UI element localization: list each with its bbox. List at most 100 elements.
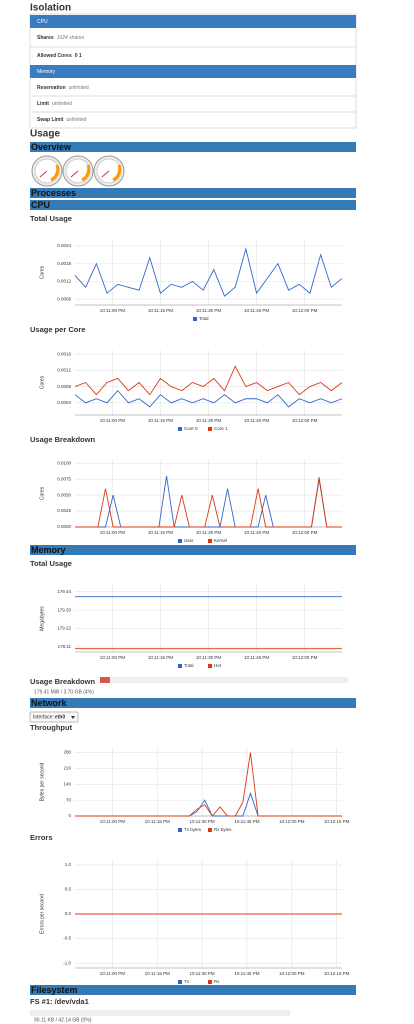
row-label: Allowed Cores bbox=[37, 53, 72, 59]
x-tick-label: 10:11:00 PM bbox=[100, 655, 125, 660]
subheading: Usage Breakdown bbox=[30, 677, 95, 686]
x-tick-label: 10:11:00 PM bbox=[100, 530, 125, 535]
y-tick-label: 0.0025 bbox=[57, 508, 71, 513]
x-tick-label: 10:11:15 PM bbox=[145, 971, 170, 976]
chart-title: Total Usage bbox=[30, 214, 72, 223]
row-label: Reservation bbox=[37, 85, 66, 91]
row-value: 0 1 bbox=[75, 53, 82, 59]
row-value: unlimited bbox=[69, 85, 89, 91]
y-tick-label: 0.0006 bbox=[57, 296, 71, 301]
legend-label: Tx bbox=[184, 979, 190, 984]
y-tick-label: 179.22 bbox=[57, 626, 71, 631]
x-tick-label: 10:11:45 PM bbox=[244, 530, 269, 535]
row: Shares 1024 shares bbox=[37, 35, 85, 41]
legend-swatch bbox=[178, 539, 182, 543]
series-line bbox=[74, 365, 343, 396]
y-tick-label: 179.11 bbox=[58, 644, 72, 649]
interface-dropdown[interactable] bbox=[29, 711, 79, 723]
row-value: unlimited bbox=[52, 101, 72, 107]
chart-title: Usage per Core bbox=[30, 325, 85, 334]
section-title: Overview bbox=[31, 142, 72, 152]
y-tick-label: 280 bbox=[63, 750, 71, 755]
legend-label: Rx bytes bbox=[214, 827, 232, 832]
y-tick-label: 0.0075 bbox=[57, 476, 71, 481]
legend-swatch bbox=[208, 539, 212, 543]
section-title: Filesystem bbox=[31, 985, 78, 995]
y-tick-label: -1.0 bbox=[63, 960, 71, 965]
y-tick-label: 70 bbox=[66, 797, 72, 802]
section-bar bbox=[30, 200, 356, 210]
y-axis-label: Megabytes bbox=[39, 606, 45, 631]
x-tick-label: 10:11:15 PM bbox=[145, 819, 170, 824]
x-tick-label: 10:11:30 PM bbox=[189, 819, 214, 824]
legend-label: Core 0 bbox=[184, 426, 198, 431]
x-tick-label: 10:11:45 PM bbox=[234, 971, 259, 976]
chart-title: Throughput bbox=[30, 723, 73, 732]
row: Allowed Cores 0 1 bbox=[37, 53, 82, 59]
row-value: unlimited bbox=[66, 117, 86, 123]
series-line bbox=[74, 247, 343, 297]
y-tick-label: 0.0018 bbox=[57, 261, 71, 266]
legend-label: Hot bbox=[214, 663, 222, 668]
x-tick-label: 10:11:15 PM bbox=[148, 530, 173, 535]
section-bar bbox=[30, 985, 356, 995]
legend-label: Tx bytes bbox=[184, 827, 202, 832]
y-tick-label: 0.0008 bbox=[57, 384, 71, 389]
chart-title: Total Usage bbox=[30, 559, 72, 568]
row: Reservation unlimited bbox=[37, 85, 89, 91]
legend-swatch bbox=[208, 664, 212, 668]
x-tick-label: 10:12:15 PM bbox=[324, 819, 350, 824]
usage-text: 90.11 KB / 42.14 GB (0%) bbox=[34, 1017, 92, 1023]
x-tick-label: 10:11:00 PM bbox=[100, 819, 125, 824]
y-tick-label: 1.0 bbox=[65, 862, 72, 867]
legend-swatch bbox=[178, 427, 182, 431]
row-label: Shares bbox=[37, 35, 54, 41]
series-line bbox=[74, 389, 343, 408]
row: Swap Limit unlimited bbox=[37, 117, 87, 123]
y-tick-label: 0.0 bbox=[65, 911, 72, 916]
x-tick-label: 10:11:30 PM bbox=[196, 530, 221, 535]
legend-swatch bbox=[208, 427, 212, 431]
section-bar bbox=[30, 142, 356, 152]
panel-header bbox=[30, 65, 356, 78]
y-tick-label: 0.0012 bbox=[57, 279, 71, 284]
x-tick-label: 10:11:00 PM bbox=[100, 308, 125, 313]
legend-label: Rx bbox=[214, 979, 220, 984]
series-line bbox=[75, 477, 342, 528]
x-tick-label: 10:12:00 PM bbox=[279, 971, 305, 976]
legend-swatch bbox=[178, 828, 182, 832]
legend-label: Total bbox=[184, 663, 194, 668]
progress-track bbox=[100, 677, 348, 683]
legend-label: Core 1 bbox=[214, 426, 228, 431]
legend-swatch bbox=[193, 317, 197, 321]
y-tick-label: 0.0024 bbox=[57, 243, 71, 248]
subheading: FS #1: /dev/vda1 bbox=[30, 997, 89, 1006]
chart-title: Usage Breakdown bbox=[30, 435, 95, 444]
y-axis-label: Errors per second bbox=[39, 894, 45, 934]
legend-swatch bbox=[178, 664, 182, 668]
y-tick-label: 0.0012 bbox=[57, 368, 71, 373]
gauge bbox=[93, 155, 125, 187]
y-tick-label: -0.5 bbox=[63, 936, 71, 941]
row-value: 1024 shares bbox=[57, 35, 85, 41]
dropdown-label: Interface: bbox=[33, 715, 54, 721]
gauge bbox=[31, 155, 63, 187]
x-tick-label: 10:11:15 PM bbox=[148, 308, 173, 313]
heading: Usage bbox=[30, 129, 60, 140]
legend-label: Total bbox=[199, 316, 209, 321]
y-tick-label: 179.44 bbox=[57, 589, 71, 594]
legend-label: Kernel bbox=[214, 538, 227, 543]
panel-header-text: Memory bbox=[37, 69, 56, 75]
chart-title: Errors bbox=[30, 833, 53, 842]
y-tick-label: 0.5 bbox=[65, 887, 72, 892]
series-line bbox=[75, 791, 342, 817]
panel-header bbox=[30, 15, 356, 28]
usage-text: 179.41 MiB / 3.70 GB (4%) bbox=[34, 689, 94, 695]
x-tick-label: 10:12:15 PM bbox=[324, 971, 350, 976]
y-axis-label: Cores bbox=[39, 265, 45, 279]
legend-swatch bbox=[178, 980, 182, 984]
x-tick-label: 10:11:00 PM bbox=[100, 971, 125, 976]
y-tick-label: 210 bbox=[63, 766, 71, 771]
panel-header-text: CPU bbox=[37, 19, 48, 25]
